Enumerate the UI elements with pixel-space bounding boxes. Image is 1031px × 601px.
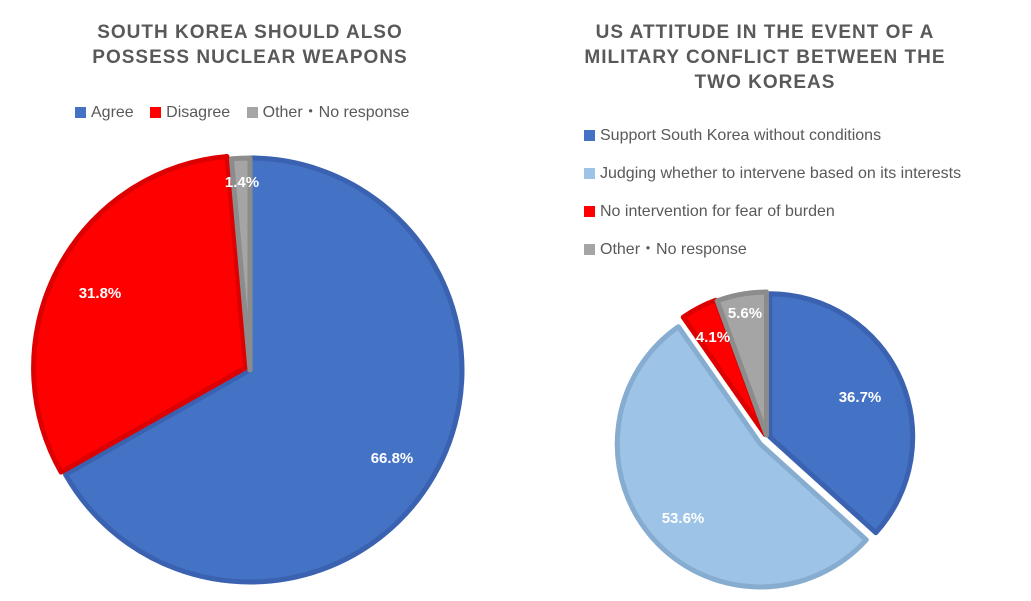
- chart-title-line: MILITARY CONFLICT BETWEEN THE: [584, 47, 946, 68]
- pie-slice: [614, 324, 869, 590]
- chart-title-line: TWO KOREAS: [694, 72, 836, 93]
- legend-label: Agree: [91, 104, 134, 121]
- legend: Agree Disagree Other・No response: [75, 98, 495, 122]
- legend-swatch: [584, 130, 595, 141]
- legend-label: Support South Korea without conditions: [600, 127, 882, 144]
- legend-item-no-intervention: No intervention for fear of burden: [584, 201, 1024, 239]
- legend-item-agree: Agree: [75, 104, 134, 122]
- pie-chart: 36.7% 53.6% 4.1% 5.6%: [614, 289, 916, 590]
- slice-value-label: 5.6%: [728, 305, 762, 322]
- legend-item-support: Support South Korea without conditions: [584, 125, 1024, 163]
- chart-title: SOUTH KOREA SHOULD ALSO POSSESS NUCLEAR …: [0, 20, 500, 70]
- slice-value-label: 36.7%: [839, 389, 882, 406]
- legend-label: Disagree: [166, 104, 231, 121]
- legend-swatch: [150, 107, 162, 118]
- legend-swatch: [584, 244, 595, 255]
- legend-label: No intervention for fear of burden: [600, 203, 835, 220]
- pie-slice: [714, 289, 769, 438]
- legend-swatch: [246, 107, 258, 118]
- slice-value-label: 1.4%: [225, 174, 259, 191]
- legend-label: Other・No response: [600, 241, 747, 258]
- us-attitude-chart: US ATTITUDE IN THE EVENT OF A MILITARY C…: [520, 0, 1031, 601]
- legend-swatch: [75, 107, 86, 118]
- legend-item-other: Other・No response: [584, 239, 1024, 277]
- slice-value-label: 4.1%: [696, 329, 730, 346]
- pie-slice: [31, 153, 249, 475]
- legend-label: Judging whether to intervene based on it…: [600, 165, 962, 182]
- chart-title: US ATTITUDE IN THE EVENT OF A MILITARY C…: [520, 20, 1010, 95]
- slice-value-label: 31.8%: [79, 285, 122, 302]
- chart-title-line: SOUTH KOREA SHOULD ALSO: [97, 22, 403, 43]
- legend-swatch: [584, 168, 595, 179]
- pie-chart: 66.8% 31.8% 1.4%: [31, 153, 465, 585]
- legend-item-disagree: Disagree: [150, 104, 230, 122]
- legend-label: Other・No response: [262, 104, 410, 121]
- slice-value-label: 53.6%: [662, 510, 705, 527]
- legend-swatch: [584, 206, 595, 217]
- slice-value-label: 66.8%: [371, 450, 414, 467]
- pie-slice: [63, 155, 465, 585]
- legend-item-other: Other・No response: [246, 98, 410, 122]
- pie-slice: [767, 291, 916, 536]
- legend-item-judging: Judging whether to intervene based on it…: [584, 163, 1024, 201]
- nuclear-weapons-chart: SOUTH KOREA SHOULD ALSO POSSESS NUCLEAR …: [0, 0, 500, 601]
- chart-title-line: US ATTITUDE IN THE EVENT OF A: [595, 22, 935, 43]
- pie-slice: [228, 155, 253, 373]
- chart-title-line: POSSESS NUCLEAR WEAPONS: [92, 47, 408, 68]
- legend: Support South Korea without conditions J…: [584, 125, 1024, 277]
